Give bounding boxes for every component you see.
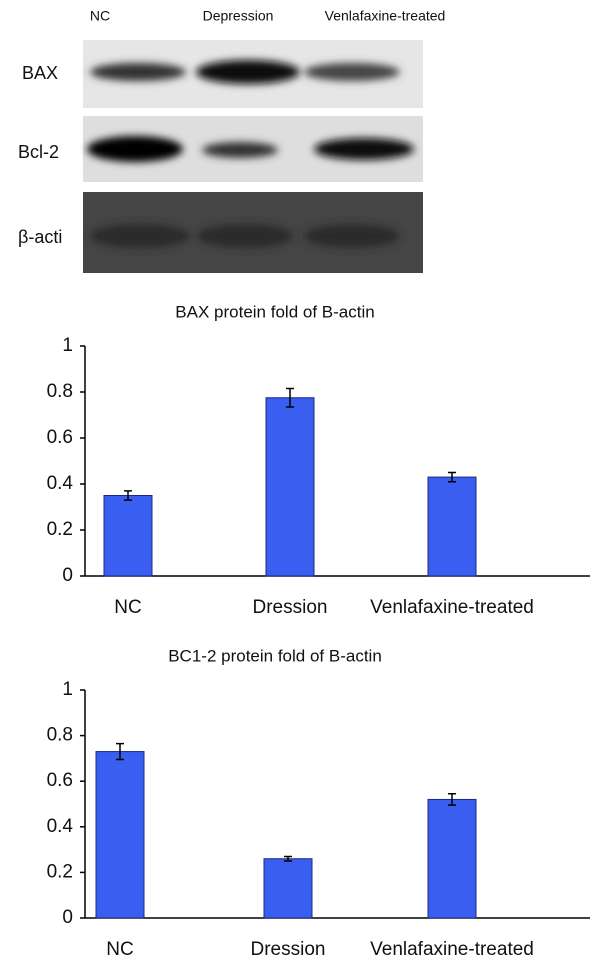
bar	[427, 798, 477, 919]
band	[196, 60, 300, 84]
x-tick-label: Dression	[253, 597, 328, 618]
band	[90, 63, 186, 81]
y-tick-label: 0.8	[47, 381, 73, 402]
y-tick-label: 0.6	[47, 427, 73, 448]
band	[197, 224, 293, 248]
bar	[103, 495, 153, 577]
error-bar	[448, 792, 456, 806]
x-tick-label: NC	[114, 597, 141, 618]
y-tick-label: 0.8	[47, 725, 73, 746]
x-tick-label: Venlafaxine-treated	[370, 597, 534, 618]
x-tick-label: Venlafaxine-treated	[370, 939, 534, 960]
y-tick-label: 0.6	[47, 770, 73, 791]
blot-bands	[87, 60, 414, 248]
band	[314, 138, 414, 160]
chart-title: BAX protein fold of B-actin	[175, 302, 374, 321]
x-tick-label: NC	[106, 939, 133, 960]
band	[87, 136, 183, 162]
band	[304, 63, 400, 81]
lane-label: NC	[90, 8, 110, 24]
y-tick-label: 0	[62, 907, 73, 928]
band	[202, 142, 278, 158]
bar	[95, 751, 145, 919]
error-bar	[286, 387, 294, 408]
bar	[427, 476, 477, 577]
row-label: BAX	[22, 63, 58, 83]
y-tick-label: 0	[62, 565, 73, 586]
row-label: Bcl-2	[18, 142, 59, 162]
y-tick-label: 0.2	[47, 861, 73, 882]
y-tick-label: 1	[62, 335, 73, 356]
row-label: β-acti	[18, 227, 62, 247]
lane-label: Venlafaxine-treated	[325, 8, 446, 24]
band	[90, 224, 190, 248]
y-tick-label: 0.4	[47, 816, 74, 837]
error-bar	[448, 471, 456, 483]
lane-label: Depression	[203, 8, 274, 24]
x-tick-label: Dression	[251, 939, 326, 960]
error-bar	[116, 742, 124, 761]
chart-title: BC1-2 protein fold of B-actin	[168, 646, 382, 665]
error-bar	[284, 855, 292, 862]
band	[304, 224, 400, 248]
error-bar	[124, 490, 132, 501]
y-tick-label: 0.2	[47, 519, 73, 540]
y-tick-label: 0.4	[47, 473, 74, 494]
bar	[265, 397, 315, 577]
y-tick-label: 1	[62, 679, 73, 700]
bar	[263, 858, 313, 919]
